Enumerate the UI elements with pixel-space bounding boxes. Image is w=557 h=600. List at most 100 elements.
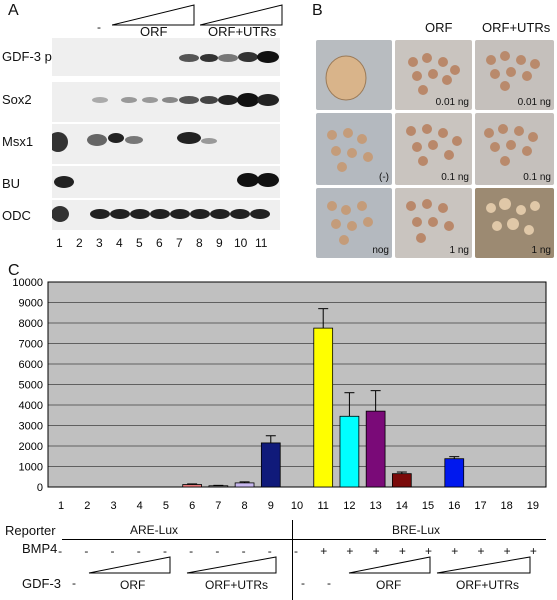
lane-number: 7 [176, 236, 183, 250]
x-tick-label: 1 [58, 500, 64, 512]
lane-number: 4 [116, 236, 123, 250]
gdf3-negative-right-1: - [301, 576, 305, 590]
lane-number: 10 [234, 236, 248, 250]
embryo-grid: 0.01 ng 0.01 ng (-) 0.1 ng 0.1 ng nog [316, 40, 554, 258]
bmp4-treatment: - [294, 544, 298, 558]
tile-label: 0.1 ng [441, 172, 469, 183]
x-tick-label: 11 [317, 500, 328, 512]
embryo-photo: 1 ng [475, 188, 554, 258]
y-tick-label: 3000 [19, 421, 43, 433]
bmp4-treatment-row: - - - - - - - - - - + + + + + + + + + [0, 544, 557, 558]
row-label-bu: BU [2, 176, 21, 191]
y-tick-label: 9000 [19, 298, 43, 310]
x-tick-label: 9 [268, 500, 274, 512]
chart-y-ticks: 0 1000 2000 3000 4000 5000 6000 7000 8000 9000 100… [12, 277, 43, 494]
blot-gdf3-protein [52, 38, 280, 76]
bmp4-treatment: + [425, 544, 433, 558]
bar [392, 473, 412, 488]
luciferase-bar-chart: 0 1000 2000 3000 4000 5000 6000 7000 8000 9000 100… [12, 277, 547, 512]
x-tick-label: 14 [396, 500, 408, 512]
bar [208, 485, 229, 488]
embryo-photo: 0.1 ng [395, 113, 472, 185]
x-tick-label: 18 [501, 500, 513, 512]
blot-odc [51, 200, 280, 230]
bmp4-label: BMP4 [22, 541, 58, 556]
y-tick-label: 7000 [19, 339, 43, 351]
x-tick-label: 12 [343, 500, 355, 512]
y-tick-label: 10000 [12, 277, 43, 289]
x-tick-label: 3 [110, 500, 116, 512]
reporter-divider [292, 520, 293, 600]
y-tick-label: 6000 [19, 359, 43, 371]
lane-numbers-a: 1 2 3 4 5 6 7 8 9 10 11 [52, 236, 280, 252]
lane-number: 6 [156, 236, 163, 250]
bar [339, 415, 360, 488]
embryo-photo: 1 ng [395, 188, 472, 258]
dose-wedge-a-orf [112, 4, 195, 26]
embryo-photo: (-) [316, 113, 392, 185]
x-tick-label: 10 [291, 500, 303, 512]
y-tick-label: 1000 [19, 462, 43, 474]
x-tick-label: 16 [448, 500, 460, 512]
dose-wedge-c-orf-left [88, 556, 171, 574]
reporter-label: Reporter [5, 523, 56, 538]
bmp4-treatment: + [503, 544, 511, 558]
dose-wedge-c-orf-right [348, 556, 431, 574]
dose-wedge-c-orf-utrs-left [186, 556, 277, 574]
x-tick-label: 5 [163, 500, 169, 512]
x-tick-label: 6 [189, 500, 195, 512]
lane-number: 1 [56, 236, 63, 250]
row-label-msx1: Msx1 [2, 134, 34, 149]
x-tick-label: 19 [527, 500, 539, 512]
bar [182, 484, 202, 488]
x-tick-label: 8 [242, 500, 248, 512]
chart-grid [48, 281, 546, 488]
group-label-orf: ORF [140, 24, 168, 39]
bar [234, 482, 255, 488]
bar [313, 327, 334, 488]
lane-number: 5 [136, 236, 143, 250]
bmp4-treatment: - [110, 544, 115, 558]
gdf3-orf-utrs-right: ORF+UTRs [456, 578, 519, 592]
blot-msx1 [48, 124, 280, 164]
x-tick-label: 7 [215, 500, 221, 512]
column-label-orf: ORF [425, 20, 453, 35]
tile-label: 1 ng [449, 245, 469, 256]
x-tick-label: 2 [84, 500, 90, 512]
lane-number: 11 [255, 236, 268, 250]
y-tick-label: 8000 [19, 318, 43, 330]
lane-number: 3 [96, 236, 103, 250]
embryo-photo: nog [316, 188, 392, 258]
embryo-photo: 0.01 ng [395, 40, 472, 110]
x-tick-label: 15 [422, 500, 434, 512]
bmp4-treatment: - [267, 544, 272, 558]
tile-label: nog [372, 245, 389, 256]
row-label-odc: ODC [2, 208, 31, 223]
bmp4-treatment: + [529, 544, 537, 558]
bmp4-treatment: - [58, 544, 63, 558]
gdf3-negative-right-2: - [327, 576, 331, 590]
chart-bars [182, 308, 465, 488]
bmp4-treatment: - [215, 544, 220, 558]
lane-number: 8 [196, 236, 203, 250]
y-tick-label: 2000 [19, 441, 43, 453]
lane-number: 2 [76, 236, 83, 250]
tile-label: 0.1 ng [523, 172, 551, 183]
group-label-orf-utrs: ORF+UTRs [208, 24, 277, 39]
embryo-photo: 0.1 ng [475, 113, 554, 185]
bmp4-treatment: + [320, 544, 328, 558]
tile-label: 1 ng [531, 245, 551, 256]
bmp4-treatment: + [372, 544, 380, 558]
bmp4-treatment: - [189, 544, 194, 558]
bmp4-treatment: - [84, 544, 89, 558]
column-label-orf-utrs: ORF+UTRs [482, 20, 551, 35]
tile-label: 0.01 ng [517, 97, 551, 108]
gdf3-orf-left: ORF [120, 578, 146, 592]
reporter-bre-lux: BRE-Lux [392, 523, 441, 537]
panel-c-letter: C [8, 262, 20, 279]
x-tick-label: 17 [474, 500, 486, 512]
reporter-are-lux: ARE-Lux [130, 523, 179, 537]
bmp4-treatment: + [477, 544, 485, 558]
dose-wedge-a-orf-utrs [200, 4, 283, 26]
bmp4-treatment: - [136, 544, 141, 558]
